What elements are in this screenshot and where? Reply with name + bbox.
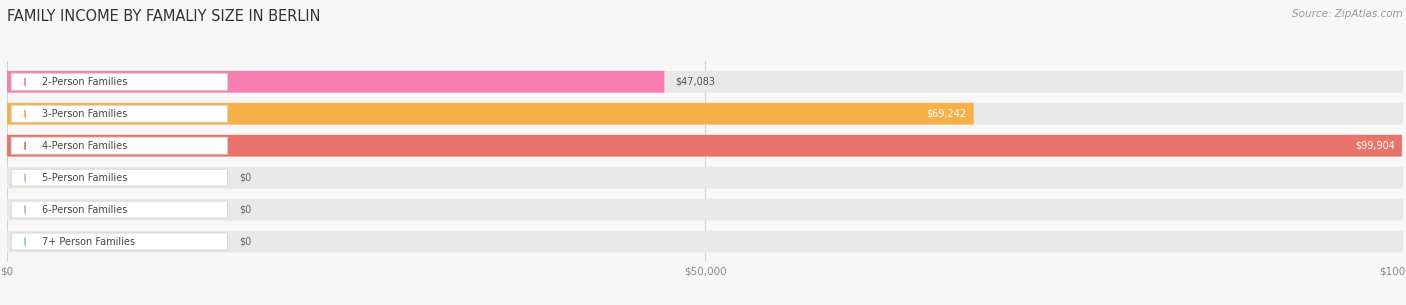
Text: $0: $0 [239, 205, 252, 215]
Text: $99,904: $99,904 [1355, 141, 1395, 151]
Text: 7+ Person Families: 7+ Person Families [42, 237, 135, 246]
FancyBboxPatch shape [11, 233, 228, 250]
FancyBboxPatch shape [7, 135, 1403, 156]
Text: $0: $0 [239, 173, 252, 183]
Text: 4-Person Families: 4-Person Families [42, 141, 127, 151]
FancyBboxPatch shape [11, 73, 228, 90]
Text: $47,083: $47,083 [675, 77, 716, 87]
FancyBboxPatch shape [7, 167, 1403, 188]
FancyBboxPatch shape [7, 103, 1403, 124]
FancyBboxPatch shape [7, 135, 1402, 156]
Text: $69,242: $69,242 [927, 109, 967, 119]
FancyBboxPatch shape [11, 137, 228, 154]
FancyBboxPatch shape [7, 71, 1403, 93]
FancyBboxPatch shape [11, 169, 228, 186]
FancyBboxPatch shape [11, 105, 228, 122]
FancyBboxPatch shape [7, 231, 1403, 253]
Text: FAMILY INCOME BY FAMALIY SIZE IN BERLIN: FAMILY INCOME BY FAMALIY SIZE IN BERLIN [7, 9, 321, 24]
Text: Source: ZipAtlas.com: Source: ZipAtlas.com [1292, 9, 1403, 19]
Text: $0: $0 [239, 237, 252, 246]
Text: 2-Person Families: 2-Person Families [42, 77, 127, 87]
Text: 6-Person Families: 6-Person Families [42, 205, 127, 215]
FancyBboxPatch shape [7, 199, 1403, 221]
Text: 3-Person Families: 3-Person Families [42, 109, 127, 119]
FancyBboxPatch shape [7, 71, 665, 93]
Text: 5-Person Families: 5-Person Families [42, 173, 127, 183]
FancyBboxPatch shape [11, 201, 228, 218]
FancyBboxPatch shape [7, 103, 974, 124]
